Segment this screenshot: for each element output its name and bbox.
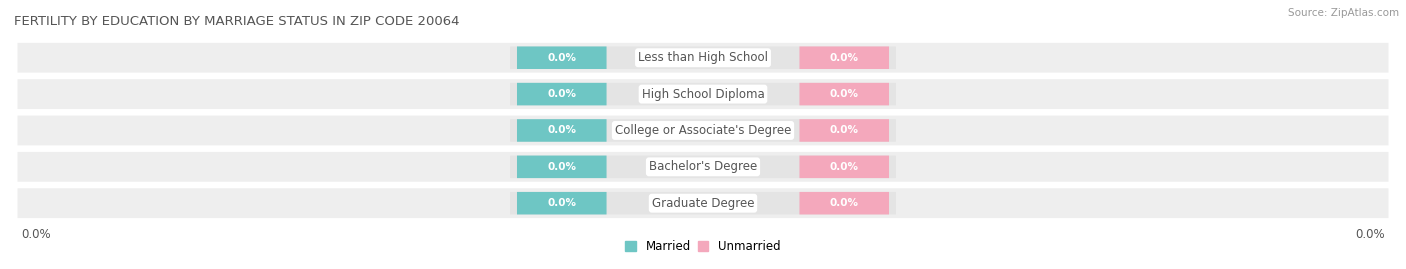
Text: 0.0%: 0.0%: [830, 198, 859, 208]
FancyBboxPatch shape: [517, 119, 606, 142]
Text: 0.0%: 0.0%: [547, 198, 576, 208]
Text: 0.0%: 0.0%: [830, 89, 859, 99]
Text: 0.0%: 0.0%: [1355, 228, 1385, 241]
FancyBboxPatch shape: [517, 83, 606, 105]
FancyBboxPatch shape: [510, 83, 896, 105]
Text: Less than High School: Less than High School: [638, 51, 768, 64]
Text: 0.0%: 0.0%: [547, 89, 576, 99]
FancyBboxPatch shape: [510, 155, 896, 178]
FancyBboxPatch shape: [17, 79, 1389, 109]
FancyBboxPatch shape: [17, 152, 1389, 182]
Text: Source: ZipAtlas.com: Source: ZipAtlas.com: [1288, 8, 1399, 18]
Text: 0.0%: 0.0%: [547, 162, 576, 172]
FancyBboxPatch shape: [800, 192, 889, 214]
FancyBboxPatch shape: [800, 83, 889, 105]
Text: 0.0%: 0.0%: [830, 53, 859, 63]
FancyBboxPatch shape: [517, 192, 606, 214]
FancyBboxPatch shape: [517, 155, 606, 178]
FancyBboxPatch shape: [17, 116, 1389, 145]
FancyBboxPatch shape: [510, 47, 896, 69]
Text: Graduate Degree: Graduate Degree: [652, 197, 754, 210]
FancyBboxPatch shape: [800, 47, 889, 69]
Text: High School Diploma: High School Diploma: [641, 88, 765, 101]
Text: College or Associate's Degree: College or Associate's Degree: [614, 124, 792, 137]
FancyBboxPatch shape: [517, 47, 606, 69]
Text: 0.0%: 0.0%: [547, 125, 576, 136]
FancyBboxPatch shape: [510, 119, 896, 142]
Text: Bachelor's Degree: Bachelor's Degree: [650, 160, 756, 173]
FancyBboxPatch shape: [800, 119, 889, 142]
FancyBboxPatch shape: [800, 155, 889, 178]
FancyBboxPatch shape: [17, 188, 1389, 218]
Text: 0.0%: 0.0%: [830, 162, 859, 172]
FancyBboxPatch shape: [17, 43, 1389, 73]
Text: 0.0%: 0.0%: [547, 53, 576, 63]
Legend: Married, Unmarried: Married, Unmarried: [620, 236, 786, 258]
Text: 0.0%: 0.0%: [21, 228, 51, 241]
FancyBboxPatch shape: [510, 192, 896, 214]
Text: FERTILITY BY EDUCATION BY MARRIAGE STATUS IN ZIP CODE 20064: FERTILITY BY EDUCATION BY MARRIAGE STATU…: [14, 15, 460, 28]
Text: 0.0%: 0.0%: [830, 125, 859, 136]
